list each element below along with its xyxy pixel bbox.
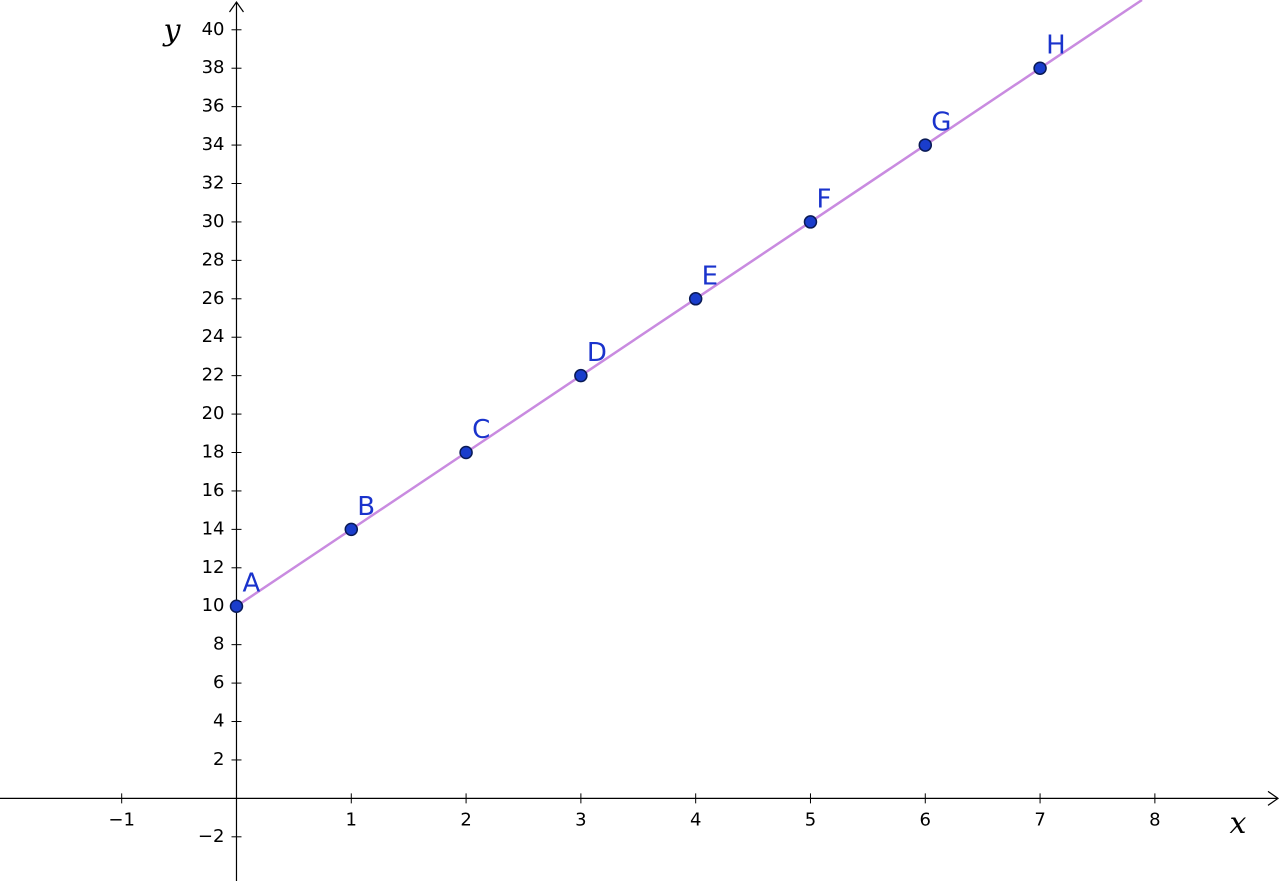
y-tick-label: 26 [202, 288, 225, 309]
x-tick-label: 5 [805, 809, 816, 830]
y-tick-label: 34 [202, 134, 225, 155]
x-tick-label: 6 [920, 809, 931, 830]
y-tick-label: 20 [202, 403, 225, 424]
x-tick-label: 1 [346, 809, 357, 830]
x-axis-arrow [1267, 790, 1280, 806]
y-tick-label: 14 [202, 518, 225, 539]
x-tick-label: −1 [108, 809, 135, 830]
point [459, 445, 473, 460]
y-axis-title: y [162, 13, 182, 48]
point-label: H [1046, 31, 1066, 61]
x-tick-label: 4 [690, 809, 701, 830]
y-tick-label: 24 [202, 326, 225, 347]
point-label: G [931, 108, 951, 138]
point [574, 368, 588, 383]
x-tick-label: 3 [575, 809, 586, 830]
x-axis-title: x [1230, 806, 1247, 841]
point [688, 292, 703, 306]
x-tick-label: 2 [460, 809, 471, 830]
y-tick-label: 18 [202, 442, 225, 463]
point-label: D [587, 338, 607, 368]
y-tick-label: 2 [213, 749, 224, 770]
point [229, 599, 244, 613]
y-tick-label: 40 [202, 19, 225, 40]
y-tick-label: −2 [198, 826, 225, 847]
trend-line-extension [1039, 0, 1143, 70]
y-tick-label: 4 [213, 711, 224, 732]
point-label: B [357, 492, 375, 522]
y-tick-label: 32 [202, 173, 225, 194]
y-tick-label: 38 [202, 57, 225, 78]
y-tick-label: 16 [202, 480, 225, 501]
y-tick-label: 22 [202, 365, 225, 386]
point [1033, 61, 1047, 75]
y-tick-label: 12 [202, 557, 225, 578]
point-label: C [472, 415, 490, 445]
x-tick-label: 8 [1149, 809, 1160, 830]
point [918, 138, 933, 152]
point [344, 522, 359, 537]
y-tick-label: 6 [213, 672, 224, 693]
point-label: F [816, 184, 831, 214]
point-label: A [242, 569, 260, 599]
point [803, 215, 818, 229]
y-tick-label: 30 [202, 211, 225, 232]
y-tick-label: 28 [202, 249, 225, 270]
point-label: E [702, 261, 718, 291]
y-tick-label: 8 [213, 634, 224, 655]
y-axis-arrow [228, 0, 244, 13]
trend-line [235, 67, 1041, 608]
x-tick-label: 7 [1034, 809, 1045, 830]
y-tick-label: 10 [202, 595, 225, 616]
y-tick-label: 36 [202, 96, 225, 117]
